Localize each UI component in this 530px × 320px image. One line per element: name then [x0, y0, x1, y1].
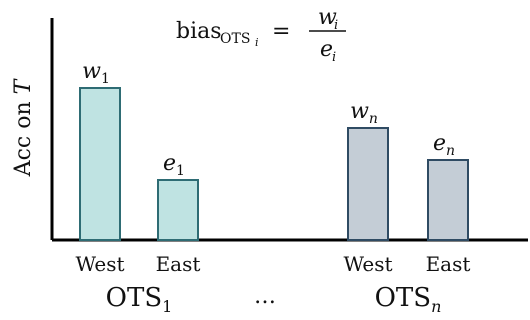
category-label: East	[156, 252, 201, 276]
formula-lhs-subsub: i	[255, 36, 259, 49]
bar-label: w1	[82, 59, 110, 87]
category-label: East	[426, 252, 471, 276]
bar-series: w1 West e1 East OTS1 wn West en East OTSn	[75, 59, 470, 316]
formula-denominator-sub: i	[332, 50, 336, 65]
category-label: West	[343, 252, 392, 276]
category-label: West	[75, 252, 124, 276]
bias-formula: bias OTS i = w i e i	[176, 5, 346, 65]
group-label-2: OTSn	[375, 283, 442, 316]
bar-east-group-1	[157, 179, 199, 241]
y-axis-label: Acc on T	[11, 77, 36, 177]
formula-denominator: e	[320, 37, 333, 62]
formula-numerator: w	[318, 5, 337, 30]
bar-west-group-2	[347, 127, 389, 241]
formula-lhs-sub: OTS	[220, 31, 250, 47]
bar-west-group-1	[79, 87, 121, 241]
bar-label: wn	[350, 99, 378, 127]
group-ellipsis: …	[254, 284, 276, 309]
formula-equals: =	[272, 19, 290, 44]
formula-numerator-sub: i	[334, 18, 338, 33]
formula-lhs: bias	[176, 19, 222, 44]
group-label-1: OTS1	[106, 283, 173, 316]
bar-east-group-2	[427, 159, 469, 241]
bar-label: en	[433, 131, 455, 159]
bar-label: e1	[163, 151, 185, 179]
